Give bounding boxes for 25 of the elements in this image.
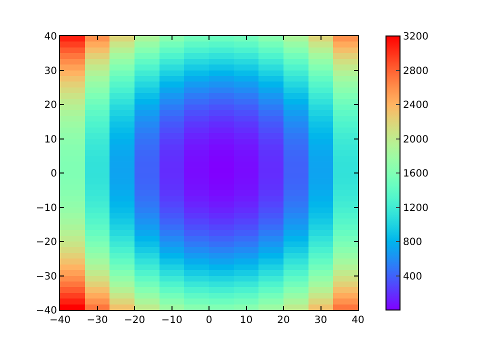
- x-tick-label: 20: [277, 315, 290, 326]
- x-tick-label: −20: [124, 315, 146, 326]
- color-bar-label: 2800: [403, 66, 428, 77]
- x-tick-label: 0: [206, 315, 212, 326]
- y-tick-label: 30: [44, 66, 57, 77]
- x-tick-label: −30: [86, 315, 108, 326]
- y-tick-label: 10: [44, 134, 57, 146]
- color-bar-label: 800: [403, 237, 422, 248]
- x-tick-label: 10: [240, 315, 253, 326]
- y-tick-label: −10: [36, 202, 57, 214]
- color-bar-label: 3200: [403, 32, 428, 42]
- y-tick-label: −40: [36, 306, 57, 316]
- color-bar-label: 2000: [403, 134, 428, 146]
- y-tick-label: 40: [44, 32, 57, 42]
- y-tick-label: −30: [36, 271, 57, 282]
- color-bar-label: 2400: [403, 100, 428, 111]
- y-tick-label: −20: [36, 237, 57, 248]
- x-tick-label: −10: [161, 315, 182, 326]
- color-bar-label: 1200: [403, 202, 428, 214]
- y-tick-label: 0: [50, 168, 57, 180]
- x-tick-label: 40: [352, 315, 364, 326]
- color-bar-label: 1600: [403, 168, 428, 180]
- y-tick-label: 20: [44, 100, 57, 111]
- x-tick-label: 30: [314, 315, 328, 326]
- color-bar-label: 400: [403, 271, 422, 282]
